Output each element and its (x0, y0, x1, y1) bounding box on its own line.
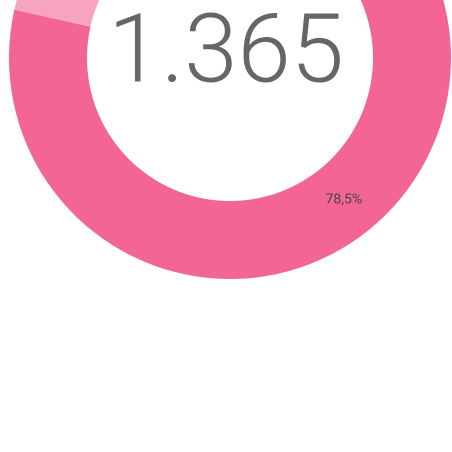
value-label: 78,5% (325, 192, 362, 208)
slice (14, 0, 100, 27)
center-label: 1.365 (108, 0, 344, 105)
slice (9, 0, 451, 279)
donut (9, 0, 451, 279)
